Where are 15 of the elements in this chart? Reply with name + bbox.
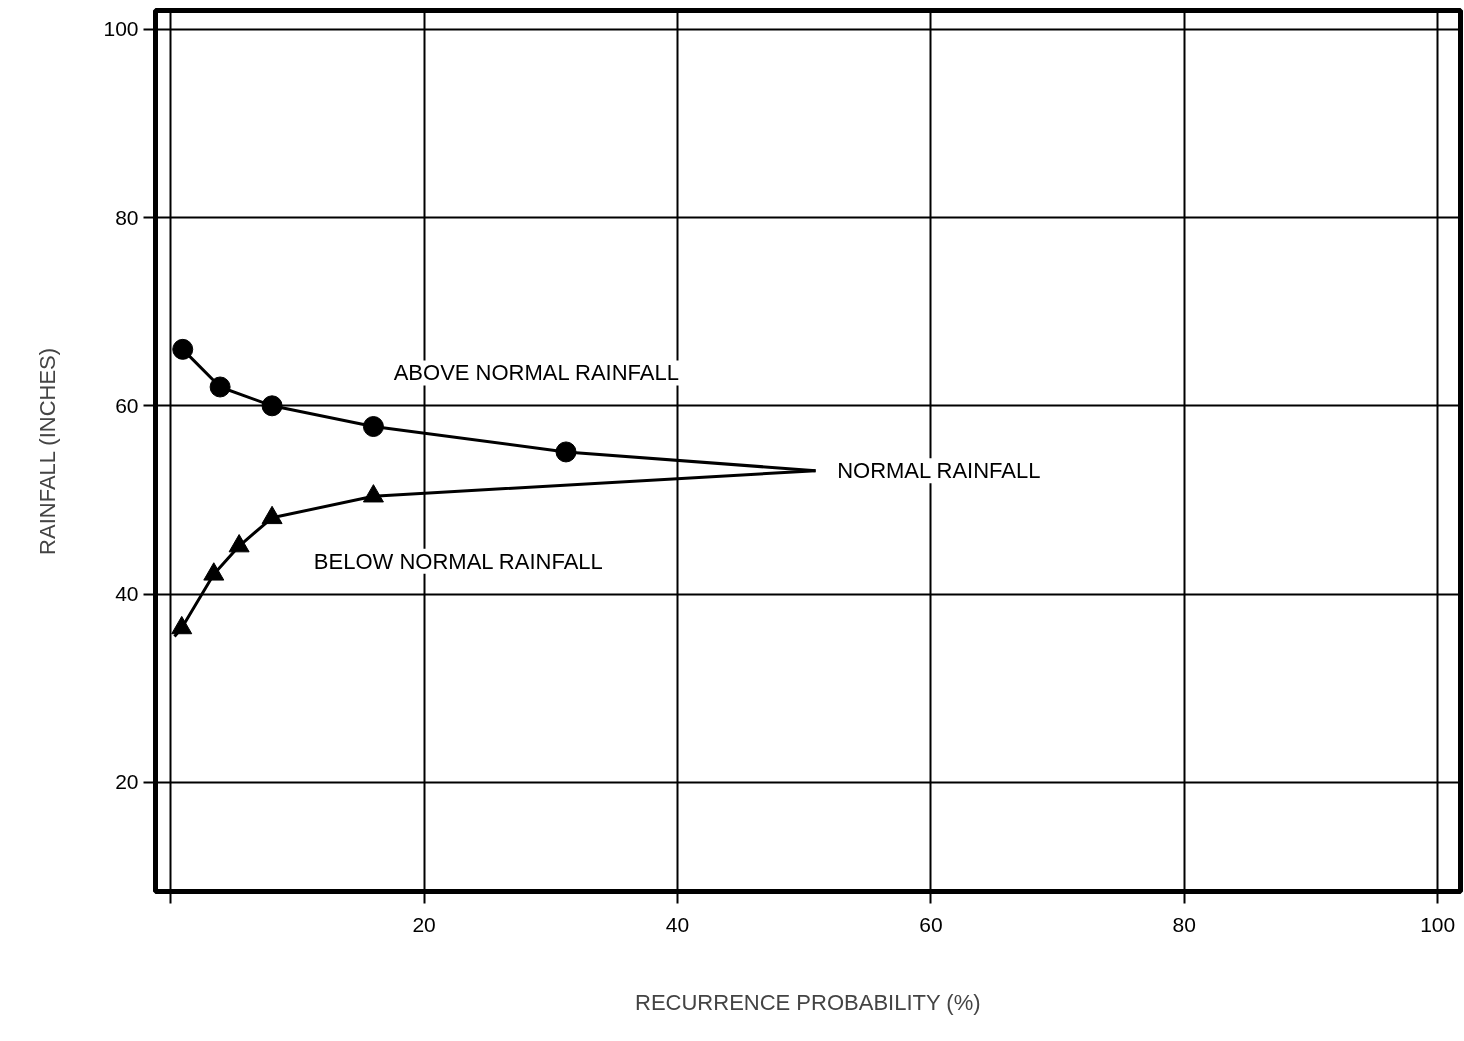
y-tick-label: 60 bbox=[115, 393, 139, 417]
annotation: NORMAL RAINFALL bbox=[837, 458, 1041, 484]
x-tick-label: 60 bbox=[919, 912, 943, 936]
y-tick-label: 20 bbox=[115, 770, 139, 794]
y-axis-title: RAINFALL (INCHES) bbox=[35, 347, 61, 555]
annotation: ABOVE NORMAL RAINFALL bbox=[393, 360, 679, 386]
x-tick-label: 100 bbox=[1420, 912, 1456, 936]
y-tick-label: 100 bbox=[103, 17, 139, 41]
annotation: BELOW NORMAL RAINFALL bbox=[313, 548, 603, 574]
x-tick-label: 80 bbox=[1172, 912, 1196, 936]
x-tick-label: 20 bbox=[412, 912, 436, 936]
y-tick-label: 80 bbox=[115, 205, 139, 229]
x-axis-title: RECURRENCE PROBABILITY (%) bbox=[635, 989, 981, 1015]
x-tick-label: 40 bbox=[665, 912, 690, 936]
y-tick-label: 40 bbox=[115, 582, 139, 606]
